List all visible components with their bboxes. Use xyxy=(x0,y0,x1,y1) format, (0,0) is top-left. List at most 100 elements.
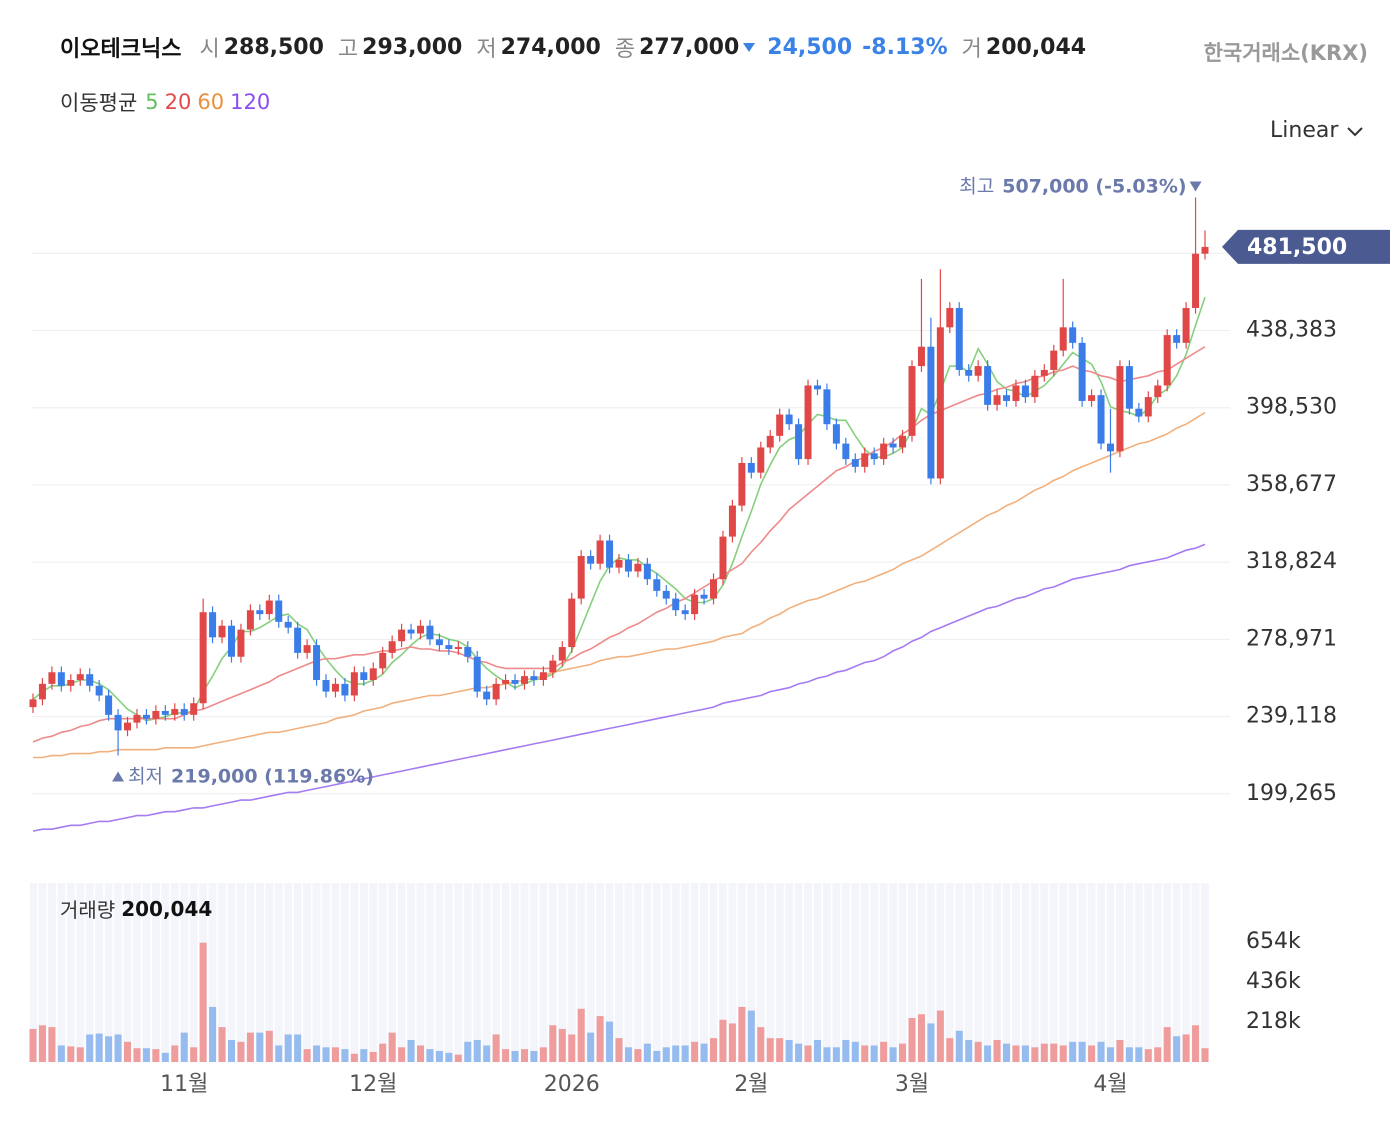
volume-bar xyxy=(48,1027,56,1062)
candle-body xyxy=(86,674,94,686)
ma-legend-item: 20 xyxy=(164,90,192,114)
volume-bar xyxy=(95,1033,103,1062)
candle-body xyxy=(917,346,925,367)
candle-body xyxy=(322,679,330,692)
x-tick-label: 4월 xyxy=(1093,1072,1127,1097)
ma-legend-item: 5 xyxy=(145,90,159,114)
candle-body xyxy=(294,627,302,653)
volume-bar xyxy=(502,1049,510,1062)
high-annotation-value: 507,000 (-5.03%) xyxy=(1002,175,1186,197)
candle-body xyxy=(435,639,443,646)
volume-bar xyxy=(180,1032,188,1062)
volume-bar xyxy=(549,1025,557,1062)
volume-bar xyxy=(171,1045,179,1062)
volume-bar xyxy=(785,1039,793,1062)
scale-dropdown[interactable]: Linear xyxy=(1270,118,1364,143)
candle-body xyxy=(313,645,321,680)
candle-body xyxy=(407,629,415,634)
volume-bar xyxy=(899,1043,907,1062)
volume-bar xyxy=(1012,1045,1020,1062)
candle-body xyxy=(785,414,793,425)
candle-body xyxy=(804,385,812,460)
candle-body xyxy=(237,629,245,657)
candle-body xyxy=(974,366,982,376)
open-label: 시 xyxy=(199,37,220,62)
volume-bar xyxy=(587,1032,595,1062)
candle-body xyxy=(757,447,765,473)
candle-body xyxy=(171,709,179,715)
candle-body xyxy=(511,679,519,684)
volume-bar xyxy=(965,1039,973,1062)
volume-bar xyxy=(511,1050,519,1062)
volume-bar xyxy=(275,1045,283,1062)
x-tick-label: 2026 xyxy=(544,1072,600,1097)
candle-body xyxy=(483,691,491,700)
volume-label: 거 xyxy=(961,37,982,62)
volume-bar xyxy=(823,1047,831,1062)
candle-body xyxy=(549,660,557,673)
volume-bar xyxy=(1201,1048,1209,1062)
candle-body xyxy=(1050,350,1058,370)
volume-bar xyxy=(681,1045,689,1062)
volume-bar xyxy=(643,1043,651,1062)
volume-bar xyxy=(218,1027,226,1062)
x-tick-label: 2월 xyxy=(734,1072,768,1097)
change: 24,500 xyxy=(767,34,853,60)
high-value: 293,000 xyxy=(362,34,463,60)
volume-bar xyxy=(114,1034,122,1062)
volume-bar xyxy=(776,1038,784,1062)
volume-bar xyxy=(1040,1043,1048,1062)
volume-bar xyxy=(624,1047,632,1062)
candle-body xyxy=(558,647,566,661)
volume-bar xyxy=(530,1050,538,1062)
volume-bar xyxy=(86,1034,94,1062)
candle-body xyxy=(284,621,292,628)
high-marker xyxy=(1189,181,1202,192)
candle-body xyxy=(48,672,56,684)
candle-body xyxy=(747,462,755,473)
candle-body xyxy=(889,443,897,448)
candle-body xyxy=(700,594,708,599)
candle-body xyxy=(341,683,349,696)
volume-bar xyxy=(246,1032,254,1062)
volume-bar xyxy=(237,1041,245,1062)
volume-tick-label: 436k xyxy=(1246,969,1301,994)
volume-bar xyxy=(889,1047,897,1062)
volume-bar xyxy=(398,1047,406,1062)
volume-bar xyxy=(350,1053,358,1062)
x-tick-label: 12월 xyxy=(349,1072,397,1097)
candle-body xyxy=(1097,395,1105,444)
volume-bar xyxy=(454,1054,462,1062)
candle-body xyxy=(95,685,103,696)
volume-bar xyxy=(936,1010,944,1062)
candle-body xyxy=(57,672,65,686)
volume-bar xyxy=(520,1049,528,1062)
volume-bar xyxy=(861,1045,869,1062)
candle-body xyxy=(776,414,784,436)
volume-bar xyxy=(596,1016,604,1062)
candle-body xyxy=(1078,342,1086,401)
volume-bar xyxy=(227,1039,235,1062)
candle-body xyxy=(379,652,387,669)
volume-bar xyxy=(927,1023,935,1062)
volume-bar xyxy=(105,1036,113,1062)
volume-bar xyxy=(265,1030,273,1062)
volume-bar xyxy=(728,1023,736,1062)
candle-body xyxy=(1088,395,1096,401)
volume-bar xyxy=(993,1039,1001,1062)
scale-label[interactable]: Linear xyxy=(1270,118,1339,143)
volume-bar xyxy=(795,1043,803,1062)
candle-body xyxy=(955,307,963,370)
candle-body xyxy=(719,536,727,580)
volume-bar xyxy=(1021,1045,1029,1062)
candle-body xyxy=(1144,397,1152,417)
candle-body xyxy=(1182,307,1190,343)
candle-body xyxy=(672,598,680,611)
volume-bar xyxy=(1144,1049,1152,1062)
candle-body xyxy=(350,672,358,696)
volume-bar xyxy=(917,1014,925,1062)
volume-bar xyxy=(199,942,207,1062)
volume-bar xyxy=(1182,1034,1190,1062)
